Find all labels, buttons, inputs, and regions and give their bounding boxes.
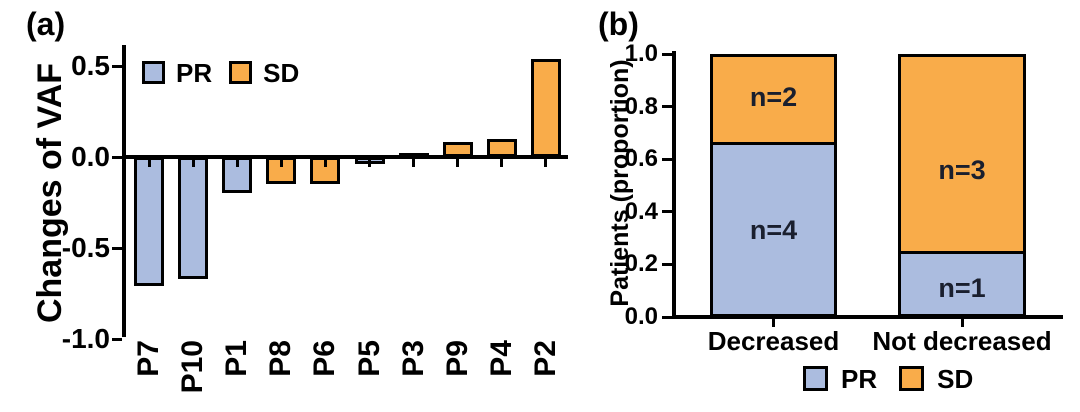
panel-b-legend: PR SD xyxy=(803,363,995,394)
stack-segment-sd-1 xyxy=(898,54,1026,255)
panel-b-category-tick xyxy=(772,319,775,327)
panel-a-x-label-p10: P10 xyxy=(176,340,210,394)
pr-legend-swatch xyxy=(142,61,165,84)
panel-a-x-label-p2: P2 xyxy=(528,340,562,377)
panel-b-x-label-0: Decreased xyxy=(707,326,840,356)
segment-count-label-sd-0: n=2 xyxy=(749,82,798,113)
panel-a-x-label-p1: P1 xyxy=(220,340,254,377)
panel-b-y-tick xyxy=(662,210,672,214)
sd-legend-swatch xyxy=(899,366,925,391)
panel-b-label: (b) xyxy=(598,6,639,42)
panel-a-y-tick-label: 0.5 xyxy=(71,50,110,81)
panel-a-category-tick xyxy=(500,159,504,167)
panel-a-x-label-p5: P5 xyxy=(352,340,386,377)
panel-a-y-tick xyxy=(112,64,122,68)
panel-b-y-axis-title: Patients (proportion) xyxy=(605,59,634,307)
panel-b-y-tick xyxy=(662,262,672,266)
panel-b-y-tick xyxy=(662,105,672,109)
panel-a-category-tick xyxy=(323,159,327,167)
panel-a-y-tick xyxy=(112,246,122,250)
panel-b-y-tick-label: 0.6 xyxy=(624,145,658,173)
panel-b-y-tick-label: 0.2 xyxy=(624,250,658,278)
sd-legend-label: SD xyxy=(937,363,974,394)
panel-b-y-tick-label: 0.4 xyxy=(624,197,658,225)
panel-a-y-tick xyxy=(112,155,122,159)
panel-b-y-tick xyxy=(662,315,672,319)
pr-legend-label: PR xyxy=(176,57,213,88)
bar-p10 xyxy=(178,157,209,279)
stack-segment-sd-0 xyxy=(710,54,837,145)
sd-legend-label: SD xyxy=(263,57,300,88)
panel-b-y-tick xyxy=(662,52,672,56)
sd-legend-swatch xyxy=(229,61,253,84)
bar-p8 xyxy=(266,157,297,185)
panel-a-category-tick xyxy=(279,159,283,167)
panel-a-category-tick xyxy=(235,159,239,167)
panel-a-x-label-p3: P3 xyxy=(396,340,430,377)
panel-a-y-tick-label: -0.5 xyxy=(61,232,110,263)
panel-a-x-label-p8: P8 xyxy=(264,340,298,377)
pr-legend-swatch xyxy=(803,366,828,391)
panel-a-x-label-p6: P6 xyxy=(308,340,342,377)
panel-b-y-tick-label: 1.0 xyxy=(624,40,658,67)
stack-segment-pr-0 xyxy=(710,141,837,317)
panel-b-category-tick xyxy=(960,319,964,327)
panel-b-y-axis-line xyxy=(672,51,676,319)
panel-a-category-tick xyxy=(147,159,151,167)
bar-p7 xyxy=(134,157,164,287)
panel-a-x-axis-line xyxy=(122,155,568,159)
panel-a-category-tick xyxy=(412,159,416,167)
bar-p2 xyxy=(530,58,561,157)
panel-a-y-tick xyxy=(112,337,122,341)
panel-a-x-label-p4: P4 xyxy=(484,340,518,377)
panel-a-legend: PR SD xyxy=(142,57,316,88)
panel-a-y-axis-title: Changes of VAF xyxy=(31,62,69,324)
panel-a-label: (a) xyxy=(26,6,66,42)
panel-b-x-axis-line xyxy=(672,315,1063,319)
panel-a-category-tick xyxy=(191,159,195,167)
panel-a-y-tick-label: -1.0 xyxy=(61,323,110,354)
segment-count-label-pr-1: n=1 xyxy=(938,273,986,304)
panel-b-x-label-1: Not decreased xyxy=(872,326,1052,356)
panel-a-y-tick-label: 0.0 xyxy=(71,141,110,172)
panel-a-x-label-p9: P9 xyxy=(440,340,474,377)
pr-legend-label: PR xyxy=(841,363,878,394)
panel-b-y-tick-label: 0.0 xyxy=(624,303,658,330)
panel-a-category-tick xyxy=(368,159,371,167)
panel-a-y-axis-line xyxy=(122,45,126,337)
panel-b-y-tick xyxy=(662,157,672,161)
panel-a-x-label-p7: P7 xyxy=(132,340,165,377)
panel-b-y-tick-label: 0.8 xyxy=(624,92,658,120)
segment-count-label-pr-0: n=4 xyxy=(749,215,798,246)
segment-count-label-sd-1: n=3 xyxy=(938,154,986,185)
panel-a-category-tick xyxy=(456,159,460,167)
panel-a-category-tick xyxy=(544,159,548,167)
